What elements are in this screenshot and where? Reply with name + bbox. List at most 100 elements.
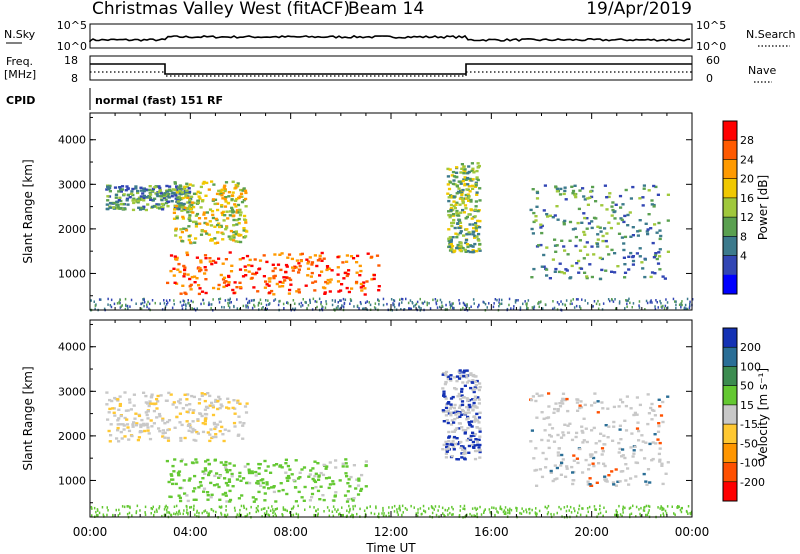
echo-cell: [202, 213, 206, 216]
echo-cell: [208, 208, 213, 211]
ground-scatter-cell: [183, 509, 185, 512]
echo-cell: [469, 434, 473, 438]
ground-scatter-cell: [534, 511, 537, 514]
ground-scatter-cell: [504, 506, 507, 509]
ground-scatter-cell: [448, 507, 450, 510]
ground-scatter-cell: [410, 307, 412, 311]
ground-scatter-cell: [423, 300, 426, 304]
echo-cell: [605, 232, 609, 235]
echo-cell: [134, 412, 138, 415]
echo-cell: [185, 403, 189, 407]
ground-scatter-cell: [578, 305, 581, 308]
echo-cell: [319, 485, 323, 488]
echo-cell: [459, 171, 463, 174]
ground-scatter-cell: [466, 303, 468, 306]
ground-scatter-cell: [295, 512, 298, 516]
echo-cell: [653, 223, 657, 226]
echo-cell: [108, 440, 112, 443]
echo-cell: [211, 435, 215, 439]
echo-cell: [571, 192, 575, 195]
ground-scatter-cell: [660, 506, 663, 509]
ground-scatter-cell: [579, 513, 582, 517]
ground-scatter-cell: [538, 300, 540, 304]
y-tick-label: 4000: [58, 341, 86, 354]
echo-cell: [188, 201, 192, 204]
ground-scatter-cell: [671, 505, 673, 508]
echo-cell: [458, 221, 463, 224]
echo-cell: [451, 214, 455, 217]
echo-cell: [313, 460, 317, 463]
ground-scatter-cell: [678, 505, 680, 508]
ground-scatter-cell: [650, 299, 652, 302]
echo-cell: [622, 248, 626, 252]
ground-scatter-cell: [186, 508, 188, 511]
ground-scatter-cell: [400, 308, 402, 311]
colorbar-frame: [722, 327, 738, 502]
echo-cell: [192, 498, 196, 501]
ground-scatter-cell: [519, 511, 521, 515]
echo-cell: [280, 466, 284, 469]
echo-cell: [475, 426, 479, 429]
echo-cell: [574, 195, 578, 199]
ground-scatter-cell: [647, 504, 650, 508]
echo-cell: [472, 223, 476, 226]
echo-cell: [476, 209, 480, 213]
ground-scatter-cell: [470, 305, 472, 308]
echo-cell: [448, 407, 452, 410]
echo-cell: [621, 454, 625, 457]
echo-cell: [449, 374, 453, 377]
ground-scatter-cell: [609, 299, 611, 303]
ground-scatter-cell: [643, 506, 645, 509]
echo-cell: [545, 246, 549, 249]
ground-scatter-cell: [94, 304, 97, 307]
echo-cell: [186, 273, 190, 276]
ground-scatter-cell: [644, 308, 646, 311]
echo-cell: [266, 465, 270, 468]
ground-scatter-cell: [675, 300, 677, 303]
echo-cell: [455, 236, 459, 239]
ground-scatter-cell: [572, 298, 574, 301]
echo-cell: [626, 213, 630, 217]
ground-scatter-cell: [657, 506, 659, 509]
colorbar-swatch: [723, 159, 737, 180]
echo-cell: [450, 224, 454, 228]
echo-cell: [181, 407, 185, 410]
echo-cell: [306, 267, 311, 270]
echo-cell: [238, 421, 242, 424]
echo-cell: [358, 274, 362, 277]
echo-cell: [187, 225, 191, 228]
echo-cell: [126, 203, 130, 206]
echo-cell: [532, 457, 536, 460]
echo-cell: [456, 222, 460, 225]
echo-cell: [629, 197, 633, 200]
echo-cell: [231, 191, 235, 194]
ground-scatter-cell: [179, 512, 181, 515]
echo-cell: [553, 407, 557, 411]
echo-cell: [562, 434, 566, 437]
echo-cell: [239, 479, 243, 482]
ground-scatter-cell: [396, 508, 398, 511]
ground-scatter-cell: [290, 507, 293, 511]
echo-cell: [211, 199, 215, 202]
ground-scatter-cell: [248, 512, 251, 515]
echo-cell: [452, 435, 457, 439]
echo-cell: [450, 419, 454, 422]
echo-cell: [365, 280, 369, 283]
echo-cell: [321, 286, 326, 289]
echo-cell: [457, 218, 462, 222]
ground-scatter-cell: [442, 512, 444, 515]
ground-scatter-cell: [100, 298, 102, 301]
echo-cell: [556, 408, 560, 411]
echo-cell: [203, 467, 207, 470]
echo-cell: [185, 420, 189, 423]
echo-cell: [244, 269, 248, 272]
ground-scatter-cell: [476, 507, 479, 510]
ground-scatter-cell: [622, 505, 624, 509]
echo-cell: [356, 493, 361, 496]
echo-cell: [475, 249, 479, 253]
ground-scatter-cell: [154, 510, 156, 514]
echo-cell: [203, 254, 208, 257]
echo-cell: [472, 226, 476, 230]
ground-scatter-cell: [256, 508, 259, 511]
echo-cell: [578, 406, 582, 410]
